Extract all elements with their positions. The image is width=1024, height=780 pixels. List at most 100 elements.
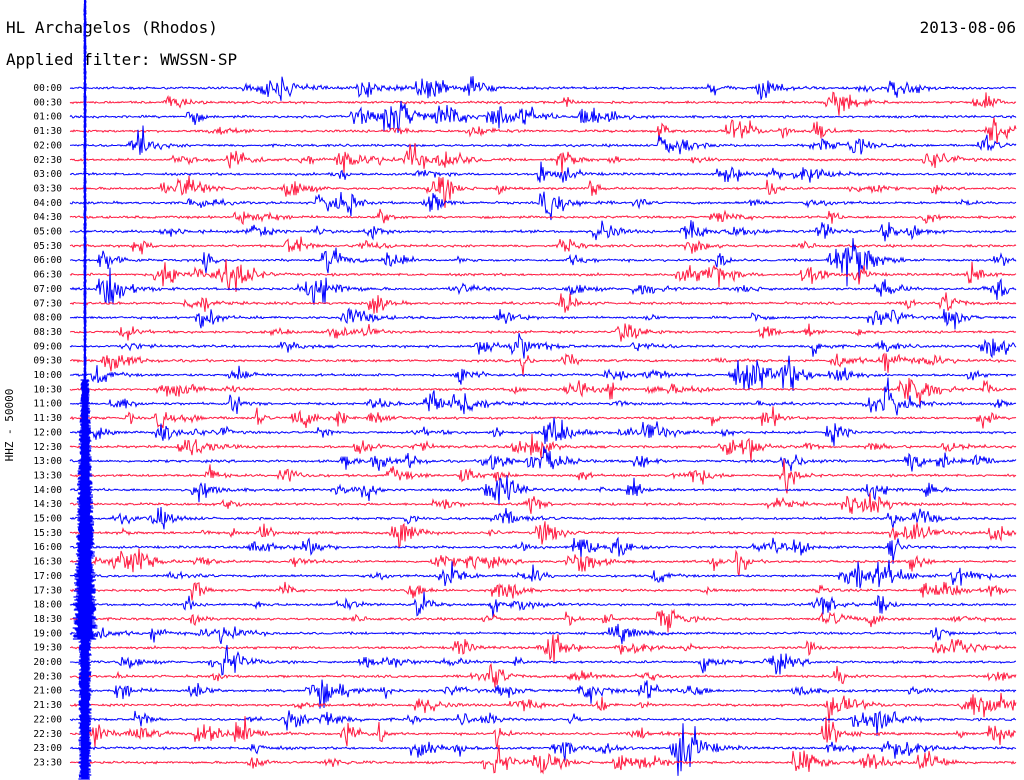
row-time-label: 23:30	[33, 757, 62, 768]
row-time-label: 10:00	[33, 370, 62, 381]
row-time-label: 03:00	[33, 169, 62, 180]
trace-line	[69, 259, 1017, 293]
trace-line	[69, 238, 1017, 287]
row-time-label: 12:00	[33, 427, 62, 438]
row-time-label: 09:30	[33, 356, 62, 367]
trace-line	[69, 236, 1017, 255]
row-time-label: 18:30	[33, 614, 62, 625]
trace-line	[69, 710, 1017, 737]
trace-line	[70, 417, 1017, 447]
trace-line	[69, 608, 1017, 633]
row-time-label: 01:30	[33, 126, 62, 137]
station-title: HL Archagelos (Rhodos)	[6, 18, 218, 37]
row-time-label: 17:00	[33, 571, 62, 582]
trace-line	[69, 377, 1017, 416]
row-time-label: 14:30	[33, 499, 62, 510]
teleseismic-event-band	[72, 0, 98, 780]
trace-line	[69, 581, 1017, 601]
date-label: 2013-08-06	[919, 18, 1016, 37]
row-time-label: 13:00	[33, 456, 62, 467]
row-time-label: 05:30	[33, 241, 62, 252]
row-time-label: 04:00	[33, 198, 62, 209]
trace-line	[69, 355, 1017, 391]
row-time-label: 06:30	[33, 270, 62, 281]
trace-line	[69, 506, 1017, 530]
trace-line	[69, 623, 1017, 645]
trace-line	[69, 377, 1017, 406]
filter-label: Applied filter: WWSSN-SP	[6, 50, 238, 69]
trace-line	[69, 267, 1017, 305]
row-time-label: 20:30	[33, 671, 62, 682]
trace-line	[69, 142, 1017, 174]
trace-line	[69, 634, 1017, 664]
row-time-label: 01:00	[33, 112, 62, 123]
row-time-label: 11:30	[33, 413, 62, 424]
trace-line	[69, 323, 1017, 342]
trace-line	[69, 521, 1017, 550]
trace-line	[69, 559, 1017, 589]
trace-line	[69, 332, 1017, 359]
row-time-label: 16:30	[33, 557, 62, 568]
row-time-label: 11:00	[33, 399, 62, 410]
trace-line	[69, 446, 1017, 472]
trace-line	[69, 662, 1017, 688]
trace-line	[69, 208, 1017, 226]
trace-line	[69, 220, 1017, 242]
row-time-label: 02:30	[33, 155, 62, 166]
row-time-label: 19:30	[33, 643, 62, 654]
trace-line	[69, 100, 1017, 133]
row-time-label: 12:30	[33, 442, 62, 453]
row-time-label: 07:30	[33, 298, 62, 309]
row-time-label: 20:00	[33, 657, 62, 668]
row-time-label: 18:00	[33, 600, 62, 611]
trace-line	[69, 161, 1017, 183]
row-time-label: 08:00	[33, 313, 62, 324]
trace-line	[69, 191, 1017, 221]
trace-line	[69, 723, 1017, 776]
row-time-label: 00:30	[33, 97, 62, 108]
row-time-label: 17:30	[33, 585, 62, 596]
row-time-label: 08:30	[33, 327, 62, 338]
row-time-label: 00:00	[33, 83, 62, 94]
row-time-label: 16:00	[33, 542, 62, 553]
trace-line	[69, 406, 1017, 429]
row-time-label: 03:30	[33, 183, 62, 194]
trace-line	[69, 307, 1017, 330]
row-time-label: 21:00	[33, 686, 62, 697]
row-time-label: 19:00	[33, 628, 62, 639]
trace-line	[69, 458, 1017, 494]
trace-line	[69, 475, 1017, 506]
row-time-label: 22:30	[33, 729, 62, 740]
row-time-label: 07:00	[33, 284, 62, 295]
row-time-label: 14:00	[33, 485, 62, 496]
row-time-label: 22:00	[33, 714, 62, 725]
row-time-label: 04:30	[33, 212, 62, 223]
row-time-label: 06:00	[33, 255, 62, 266]
trace-line	[69, 76, 1017, 101]
trace-line	[69, 292, 1017, 314]
trace-line	[69, 744, 1017, 775]
row-time-label: 15:00	[33, 514, 62, 525]
row-time-label: 10:30	[33, 384, 62, 395]
trace-line	[69, 125, 1017, 155]
row-time-label: 13:30	[33, 470, 62, 481]
trace-line	[69, 433, 1017, 462]
row-time-label: 05:00	[33, 227, 62, 238]
row-time-label: 02:00	[33, 140, 62, 151]
trace-line	[69, 548, 1017, 577]
trace-line	[69, 692, 1017, 724]
trace-line	[69, 591, 1017, 619]
trace-line	[69, 117, 1017, 144]
row-time-label: 23:00	[33, 743, 62, 754]
row-time-label: 21:30	[33, 700, 62, 711]
row-time-label: 09:00	[33, 341, 62, 352]
trace-line	[69, 175, 1017, 208]
trace-line	[69, 492, 1017, 514]
trace-line	[69, 536, 1017, 564]
trace-line	[69, 679, 1017, 709]
row-time-label: 15:30	[33, 528, 62, 539]
trace-line	[70, 352, 1017, 377]
trace-line	[69, 91, 1017, 116]
trace-line	[69, 644, 1016, 676]
